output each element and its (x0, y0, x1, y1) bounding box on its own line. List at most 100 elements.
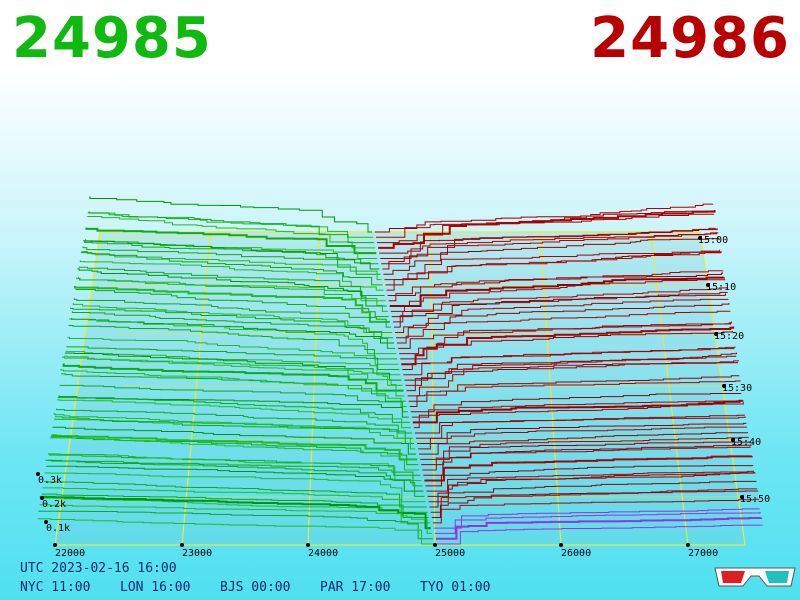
bid-depth-line (86, 216, 376, 249)
ask-depth-line (424, 455, 753, 482)
bid-depth-line (80, 252, 383, 286)
bid-depth-line (53, 413, 416, 450)
bid-depth-line (56, 399, 411, 429)
bid-depth-line (78, 266, 385, 296)
volume-tick (40, 496, 44, 500)
ask-price: 24986 (590, 6, 790, 71)
bid-depth-line (38, 510, 433, 540)
ask-depth-line (435, 517, 763, 540)
bid-depth-line (42, 487, 428, 513)
time-tick (740, 495, 744, 499)
bid-depth-line (69, 318, 397, 355)
volume-label: 0.2k (42, 499, 66, 510)
volume-tick (44, 520, 48, 524)
bid-depth-line (41, 493, 429, 519)
ask-depth-line (397, 310, 731, 344)
bid-depth-line (87, 212, 375, 244)
ask-depth-line (386, 251, 722, 291)
ask-depth-line (431, 490, 759, 519)
ask-depth-line (383, 237, 720, 275)
ask-depth-line (422, 446, 751, 471)
ask-depth-line (425, 465, 754, 487)
ask-depth-line (390, 279, 726, 312)
bid-depth-line (84, 240, 379, 265)
time-tick (731, 438, 735, 442)
bid-depth-line (66, 346, 400, 370)
ask-depth-line (428, 472, 756, 503)
price-grid-line (307, 231, 321, 546)
bid-depth-line (85, 227, 377, 255)
bid-depth-line (44, 472, 426, 503)
bid-depth-line (46, 465, 424, 492)
ask-depth-line (391, 293, 727, 318)
ask-depth-line (420, 436, 749, 460)
time-tick (714, 332, 718, 336)
price-tick (306, 543, 310, 547)
price-label: 22000 (55, 548, 85, 559)
bid-depth-line (68, 325, 398, 360)
price-label: 26000 (561, 548, 591, 559)
price-grid-line (54, 231, 101, 546)
price-tick (433, 543, 437, 547)
ask-depth-line (434, 512, 761, 534)
ask-depth-line (394, 298, 729, 333)
price-tick (686, 543, 690, 547)
time-label: 15:00 (698, 235, 728, 246)
zone-time: PAR 17:00 (320, 580, 391, 595)
ask-depth-line (404, 355, 737, 381)
price-grid-line (429, 231, 436, 546)
bid-depth-line (45, 459, 425, 497)
ask-depth-line (433, 508, 760, 529)
time-label: 15:30 (722, 383, 752, 394)
bid-price: 24985 (12, 6, 212, 71)
bid-depth-line (64, 352, 402, 381)
ask-depth-line (432, 498, 760, 524)
ask-depth-line (409, 380, 741, 408)
ask-depth-line (426, 470, 755, 492)
ask-depth-line (393, 291, 728, 328)
ask-depth-line (421, 441, 750, 466)
bid-depth-line (60, 369, 407, 408)
time-label: 15:40 (731, 437, 761, 448)
bid-depth-line (67, 336, 399, 365)
price-label: 25000 (435, 548, 465, 559)
bid-depth-line (49, 437, 420, 471)
ask-depth-line (418, 426, 748, 450)
time-label: 15:20 (714, 331, 744, 342)
price-tick (559, 543, 563, 547)
volume-label: 0.1k (46, 523, 70, 534)
bid-depth-line (56, 408, 412, 434)
ask-depth-line (388, 270, 724, 302)
utc-time: UTC 2023-02-16 16:00 (20, 561, 177, 576)
price-tick (53, 543, 57, 547)
time-tick (706, 283, 710, 287)
ask-depth-line (399, 321, 732, 355)
bid-depth-line (74, 285, 390, 323)
axis-labels: 22000 23000 24000 25000 26000 27000 15:00 15:10… (36, 235, 770, 559)
bid-depth-line (57, 396, 410, 423)
bid-depth-line (81, 250, 382, 281)
ask-depth-line (412, 399, 744, 424)
bid-depth-line (52, 426, 417, 455)
bid-depth-line (51, 434, 418, 461)
glasses-icon (714, 567, 796, 587)
bid-depth-line (39, 504, 432, 534)
price-tick (180, 543, 184, 547)
ask-depth-line (375, 210, 713, 233)
ask-depth-line (411, 400, 743, 418)
glasses-lens-left (721, 571, 745, 583)
ask-depth-line (437, 524, 763, 545)
time-label: 15:10 (706, 282, 736, 293)
bid-depth-line (39, 495, 431, 530)
ask-depth-line (379, 227, 716, 254)
bid-depth-line (70, 307, 396, 349)
time-tick (722, 384, 726, 388)
bid-depth-line (62, 363, 404, 392)
bid-depth-line (77, 268, 387, 307)
ask-depth-line (378, 210, 716, 249)
bid-depth-line (89, 196, 372, 233)
zone-time: BJS 00:00 (220, 580, 291, 595)
ask-depth-line (407, 360, 739, 397)
